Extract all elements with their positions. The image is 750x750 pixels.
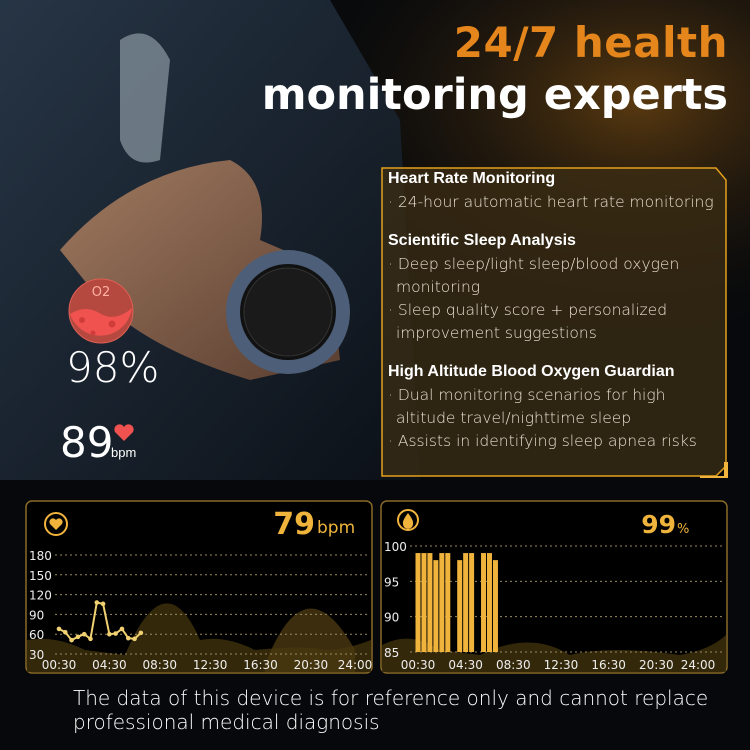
- blood-oxygen-bar: [445, 553, 451, 652]
- heart-rate-point: [113, 631, 118, 636]
- x-tick-label: 24:00: [681, 658, 716, 672]
- heart-rate-value: 89: [60, 418, 114, 467]
- heart-rate-point: [94, 600, 100, 605]
- blood-oxygen-bar: [463, 553, 469, 652]
- blood-oxygen-icon: [397, 509, 419, 531]
- disclaimer-line1: The data of this device is for reference…: [73, 686, 709, 710]
- headline-line1: 24/7 health: [453, 18, 728, 67]
- x-tick-label: 08:30: [142, 658, 177, 672]
- y-tick-label: 90: [384, 611, 399, 625]
- blood-oxygen-bar: [492, 560, 498, 652]
- blood-oxygen-bar: [415, 553, 421, 652]
- x-tick-label: 08:30: [496, 658, 531, 672]
- blood-oxygen-bar: [457, 560, 463, 652]
- feature-bullet: · Assists in identifying sleep apnea ris…: [388, 432, 697, 450]
- heart-rate-point: [62, 629, 68, 635]
- heart-rate-chart-card: 79 bpm 180 150 120 90 60 30 00:30 04:30 08:30 12:…: [25, 500, 373, 676]
- blood-oxygen-bar: [427, 553, 433, 652]
- feature-bullet: · 24-hour automatic heart rate monitorin…: [388, 193, 714, 211]
- y-tick-label: 120: [29, 589, 52, 603]
- x-tick-label: 16:30: [591, 658, 626, 672]
- headline-line2: monitoring experts: [261, 70, 728, 120]
- y-tick-label: 60: [29, 628, 44, 642]
- x-tick-label: 20:30: [639, 658, 674, 672]
- heart-rate-point: [107, 631, 112, 637]
- blood-oxygen-bar: [421, 553, 427, 652]
- smartwatch: [226, 250, 350, 374]
- blood-oxygen-bar: [439, 553, 445, 652]
- feature-bullet: · Sleep quality score + personalized imp…: [388, 301, 668, 342]
- feature-heart-rate: Heart Rate Monitoring · 24-hour automati…: [388, 170, 723, 214]
- heart-rate-point: [132, 636, 137, 642]
- feature-title: Scientific Sleep Analysis: [388, 232, 576, 249]
- heart-rate-point: [69, 637, 74, 643]
- current-heart-rate: 79: [273, 507, 315, 542]
- heart-rate-point: [56, 626, 62, 632]
- heart-rate-point: [138, 630, 144, 636]
- x-tick-label: 00:30: [42, 658, 77, 672]
- heart-rate-point: [88, 636, 93, 642]
- feature-list: Heart Rate Monitoring · 24-hour automati…: [388, 170, 723, 471]
- x-tick-label: 12:30: [193, 658, 228, 672]
- blood-oxygen-icon: O2: [68, 278, 134, 344]
- x-tick-label: 24:00: [338, 658, 373, 672]
- heart-rate-point: [81, 631, 87, 637]
- feature-panel-frame: [381, 167, 728, 478]
- disclaimer-line2: professional medical diagnosis: [73, 710, 380, 734]
- feature-blood-oxygen: High Altitude Blood Oxygen Guardian · Du…: [388, 363, 723, 453]
- heart-icon: [44, 512, 68, 536]
- o2-value: 98%: [66, 343, 160, 392]
- blood-oxygen-bar: [433, 560, 439, 652]
- feature-title: High Altitude Blood Oxygen Guardian: [388, 363, 675, 380]
- x-tick-label: 16:30: [243, 658, 278, 672]
- y-tick-label: 30: [29, 648, 44, 662]
- heart-rate-unit: bpm: [111, 445, 137, 460]
- heart-rate-point: [119, 626, 125, 632]
- y-tick-label: 90: [29, 608, 44, 622]
- x-tick-label: 12:30: [544, 658, 579, 672]
- feature-title: Heart Rate Monitoring: [388, 170, 556, 187]
- blood-oxygen-chart-card: 99 % 100 95 90 85 00:30 04:30 08:30 12:30 16:30 2…: [380, 500, 728, 676]
- y-tick-label: 150: [29, 569, 52, 583]
- feature-bullet: · Dual monitoring scenarios for high alt…: [388, 386, 666, 427]
- blood-oxygen-bar: [486, 553, 492, 652]
- x-tick-label: 04:30: [92, 658, 127, 672]
- y-tick-label: 180: [29, 549, 52, 563]
- o2-label: O2: [92, 285, 111, 300]
- feature-sleep: Scientific Sleep Analysis · Deep sleep/l…: [388, 232, 723, 345]
- current-heart-rate-unit: bpm: [317, 518, 355, 538]
- x-tick-label: 20:30: [294, 658, 329, 672]
- x-tick-label: 00:30: [401, 658, 436, 672]
- feature-bullet: · Deep sleep/light sleep/blood oxygen mo…: [388, 255, 680, 296]
- heart-rate-point: [125, 635, 131, 641]
- heart-rate-point: [100, 601, 106, 607]
- blood-oxygen-bar: [481, 553, 487, 652]
- blood-oxygen-bar: [469, 553, 475, 652]
- y-tick-label: 95: [384, 575, 399, 589]
- y-tick-label: 85: [384, 646, 399, 660]
- disclaimer: The data of this device is for reference…: [73, 686, 708, 734]
- x-tick-label: 04:30: [448, 658, 483, 672]
- current-blood-oxygen-unit: %: [677, 522, 689, 537]
- current-blood-oxygen: 99: [641, 510, 676, 539]
- y-tick-label: 100: [384, 540, 407, 554]
- heart-rate-point: [75, 634, 81, 640]
- heart-icon: [114, 424, 134, 441]
